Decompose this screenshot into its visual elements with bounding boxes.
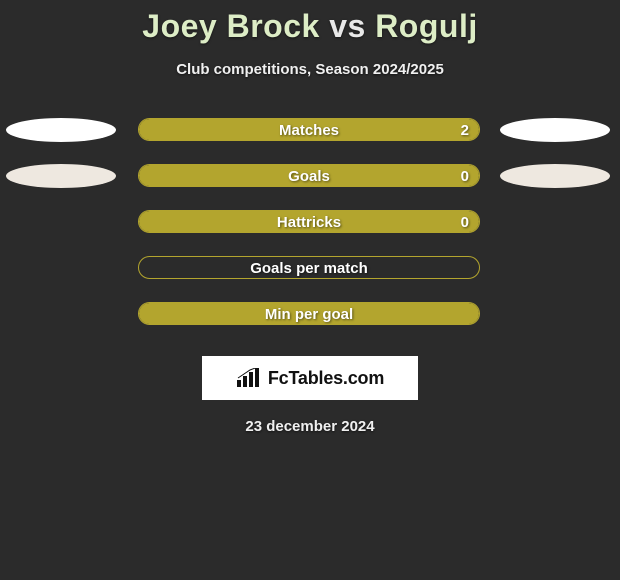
comparison-row: Goals0 — [0, 164, 620, 210]
left-ellipse — [6, 164, 116, 188]
bar-track: Goals per match — [138, 256, 480, 279]
bar-track: Matches2 — [138, 118, 480, 141]
title-player1: Joey Brock — [142, 8, 320, 44]
comparison-row: Hattricks0 — [0, 210, 620, 256]
comparison-row: Matches2 — [0, 118, 620, 164]
bar-label: Goals per match — [139, 257, 479, 279]
brand-box: FcTables.com — [202, 356, 418, 400]
right-ellipse — [500, 118, 610, 142]
comparison-row: Min per goal — [0, 302, 620, 348]
page-title: Joey Brock vs Rogulj — [0, 0, 620, 45]
bar-track: Min per goal — [138, 302, 480, 325]
bar-track: Goals0 — [138, 164, 480, 187]
bar-fill — [139, 211, 479, 232]
right-ellipse — [500, 164, 610, 188]
comparison-rows: Matches2 Goals0 Hattricks0 Goals per match M… — [0, 118, 620, 348]
title-vs: vs — [329, 8, 366, 44]
bar-fill — [139, 303, 479, 324]
subtitle: Club competitions, Season 2024/2025 — [0, 61, 620, 78]
left-ellipse — [6, 118, 116, 142]
bar-track: Hattricks0 — [138, 210, 480, 233]
date-text: 23 december 2024 — [0, 418, 620, 435]
title-player2: Rogulj — [375, 8, 478, 44]
comparison-row: Goals per match — [0, 256, 620, 302]
brand-icon — [236, 368, 262, 388]
brand-text: FcTables.com — [268, 368, 384, 389]
bar-fill — [139, 165, 479, 186]
bar-fill — [139, 119, 479, 140]
